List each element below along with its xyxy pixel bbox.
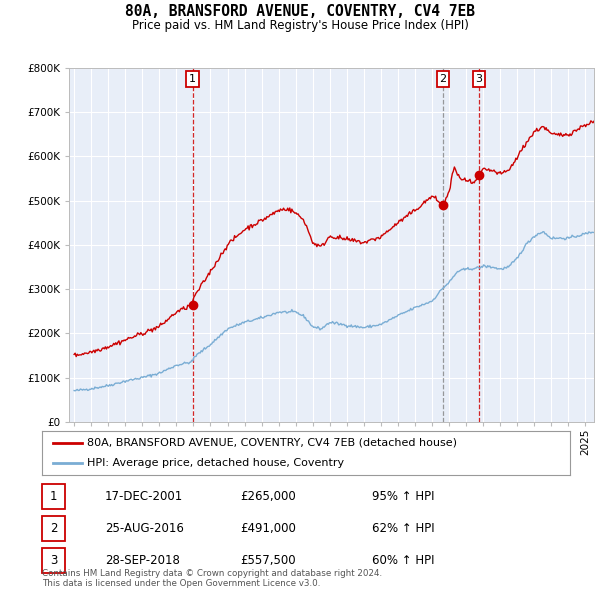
Text: 1: 1 — [50, 490, 57, 503]
Text: 3: 3 — [50, 554, 57, 567]
Text: 80A, BRANSFORD AVENUE, COVENTRY, CV4 7EB (detached house): 80A, BRANSFORD AVENUE, COVENTRY, CV4 7EB… — [87, 438, 457, 448]
Text: HPI: Average price, detached house, Coventry: HPI: Average price, detached house, Cove… — [87, 458, 344, 468]
Text: Contains HM Land Registry data © Crown copyright and database right 2024.
This d: Contains HM Land Registry data © Crown c… — [42, 569, 382, 588]
Text: 95% ↑ HPI: 95% ↑ HPI — [372, 490, 434, 503]
Text: 60% ↑ HPI: 60% ↑ HPI — [372, 554, 434, 567]
Text: £557,500: £557,500 — [240, 554, 296, 567]
Text: £491,000: £491,000 — [240, 522, 296, 535]
Text: Price paid vs. HM Land Registry's House Price Index (HPI): Price paid vs. HM Land Registry's House … — [131, 19, 469, 32]
Text: 28-SEP-2018: 28-SEP-2018 — [105, 554, 180, 567]
Text: 3: 3 — [475, 74, 482, 84]
Text: 80A, BRANSFORD AVENUE, COVENTRY, CV4 7EB: 80A, BRANSFORD AVENUE, COVENTRY, CV4 7EB — [125, 4, 475, 19]
Text: 2: 2 — [50, 522, 57, 535]
Text: 1: 1 — [189, 74, 196, 84]
Text: 25-AUG-2016: 25-AUG-2016 — [105, 522, 184, 535]
Text: 17-DEC-2001: 17-DEC-2001 — [105, 490, 183, 503]
Text: £265,000: £265,000 — [240, 490, 296, 503]
Text: 2: 2 — [440, 74, 447, 84]
Text: 62% ↑ HPI: 62% ↑ HPI — [372, 522, 434, 535]
